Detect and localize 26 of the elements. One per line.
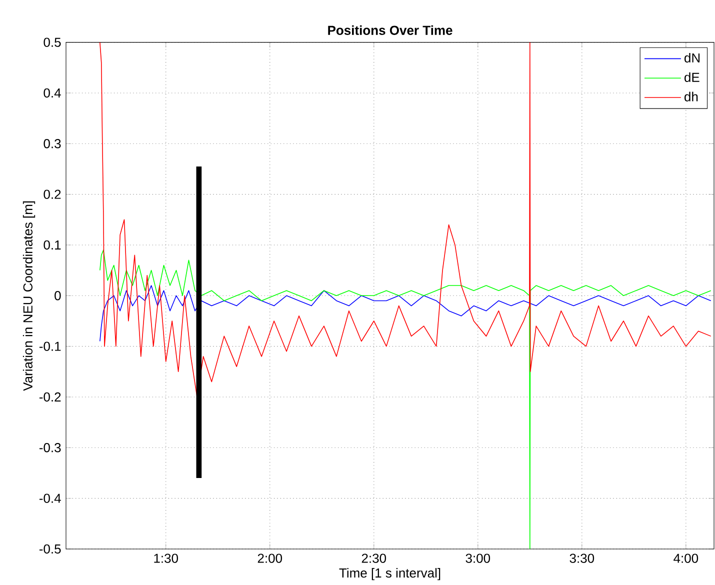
- y-tick-label: 0.5: [44, 38, 61, 47]
- y-tick-label: -0.5: [39, 544, 61, 554]
- x-tick-label: 2:00: [258, 554, 282, 563]
- y-tick-label: -0.3: [39, 443, 61, 452]
- x-tick-label: 2:30: [362, 554, 386, 563]
- y-tick-label: -0.4: [39, 494, 61, 503]
- x-tick-label: 4:00: [674, 554, 698, 563]
- line-series: [100, 285, 712, 342]
- legend-label: dN: [684, 52, 700, 63]
- x-tick-label: 3:30: [570, 554, 594, 563]
- line-series: [100, 42, 712, 398]
- y-tick-label: 0.4: [44, 88, 61, 98]
- y-tick-label: -0.2: [39, 392, 61, 402]
- line-series: [100, 250, 712, 549]
- x-axis-title: Time [1 s interval]: [339, 568, 440, 580]
- y-tick-label: 0.2: [44, 190, 61, 199]
- y-axis-title: Variation in NEU Coordinates [m]: [22, 201, 36, 391]
- y-tick-label: 0: [54, 291, 61, 300]
- legend-label: dE: [684, 72, 700, 82]
- y-tick-label: -0.1: [39, 342, 61, 351]
- y-tick-label: 0.3: [44, 139, 61, 148]
- y-tick-label: 0.1: [44, 240, 61, 250]
- chart-title: Positions Over Time: [328, 25, 452, 35]
- x-tick-label: 1:30: [154, 554, 178, 563]
- legend-label: dh: [684, 92, 698, 102]
- x-tick-label: 3:00: [466, 554, 490, 563]
